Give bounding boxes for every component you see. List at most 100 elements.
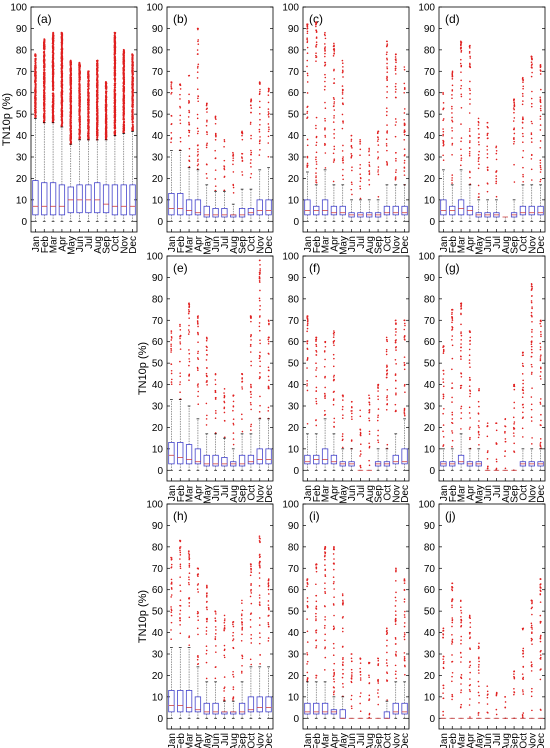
outlier-point (395, 160, 397, 162)
y-tick-label: 10 (152, 195, 164, 206)
outlier-point (267, 89, 270, 92)
outlier-point (403, 411, 406, 414)
outlier-point (123, 59, 125, 61)
outlier-point (342, 144, 344, 147)
outlier-point (61, 100, 64, 103)
outlier-point (403, 92, 405, 94)
outlier-point (324, 61, 327, 64)
outlier-point (451, 396, 453, 399)
outlier-point (315, 345, 318, 348)
outlier-point (267, 101, 270, 104)
box (185, 199, 193, 216)
outlier-point (513, 138, 515, 141)
outlier-point (43, 55, 46, 58)
outlier-point (368, 179, 370, 181)
outlier-point (477, 158, 480, 160)
outlier-point (359, 167, 361, 170)
outlier-point (376, 419, 379, 422)
outlier-point (87, 107, 90, 110)
outlier-point (359, 173, 361, 176)
x-tick-label: Nov (391, 485, 402, 503)
outlier-point (368, 161, 371, 164)
outlier-point (377, 151, 379, 153)
outlier-point (368, 446, 371, 449)
outlier-point (306, 59, 309, 62)
outlier-point (530, 97, 533, 100)
x-tick-label: Sep (374, 485, 385, 503)
outlier-point (206, 144, 208, 146)
outlier-point (341, 174, 344, 177)
outlier-point (259, 289, 261, 292)
outlier-point (60, 36, 63, 39)
y-tick-label: 10 (424, 444, 436, 455)
outlier-point (333, 53, 335, 55)
outlier-point (241, 386, 243, 388)
outlier-point (250, 100, 252, 102)
outlier-point (394, 379, 397, 382)
outlier-point (258, 131, 261, 133)
outlier-point (70, 107, 72, 110)
y-tick-label: 10 (288, 444, 300, 455)
outlier-point (52, 46, 54, 49)
y-tick-label: 10 (152, 444, 164, 455)
outlier-point (96, 119, 99, 122)
outlier-point (315, 41, 318, 44)
outlier-point (521, 156, 524, 159)
outlier-point (377, 439, 379, 441)
outlier-point (377, 171, 379, 173)
outlier-point (522, 173, 524, 176)
outlier-point (539, 159, 542, 162)
outlier-point (78, 99, 81, 102)
outlier-point (179, 372, 181, 374)
outlier-point (258, 128, 261, 131)
outlier-point (96, 125, 99, 128)
outlier-point (258, 281, 261, 283)
outlier-point (306, 92, 309, 94)
outlier-point (333, 48, 336, 51)
outlier-point (451, 315, 453, 318)
outlier-point (132, 88, 134, 91)
outlier-point (332, 45, 335, 48)
box (212, 454, 219, 467)
outlier-point (306, 156, 309, 159)
outlier-point (206, 354, 208, 356)
outlier-point (232, 163, 234, 166)
outlier-point (197, 97, 199, 100)
outlier-point (359, 429, 362, 431)
outlier-point (403, 68, 406, 71)
box (457, 199, 465, 216)
outlier-point (315, 136, 318, 139)
outlier-point (315, 160, 318, 163)
x-tick-label: Jan (167, 236, 178, 252)
outlier-point (468, 87, 471, 90)
outlier-point (403, 148, 406, 150)
box (383, 205, 391, 216)
outlier-point (333, 98, 335, 100)
outlier-point (170, 347, 172, 350)
outlier-point (61, 121, 64, 124)
outlier-point (394, 373, 397, 375)
box (238, 208, 246, 218)
outlier-point (78, 88, 81, 90)
outlier-point (315, 369, 317, 371)
box (247, 454, 255, 465)
outlier-point (324, 376, 326, 379)
outlier-point (468, 45, 471, 47)
outlier-point (197, 386, 199, 388)
outlier-point (333, 68, 335, 71)
outlier-point (530, 153, 533, 156)
outlier-point (206, 120, 208, 123)
y-tick-label: 0 (429, 217, 435, 228)
outlier-point (478, 196, 480, 198)
outlier-point (197, 65, 199, 68)
outlier-point (179, 119, 181, 121)
outlier-point (495, 170, 498, 173)
outlier-point (96, 70, 99, 73)
outlier-point (78, 94, 81, 97)
outlier-point (87, 80, 90, 83)
outlier-point (306, 330, 308, 333)
outlier-point (170, 114, 173, 117)
outlier-point (333, 105, 335, 107)
y-tick-label: 30 (152, 402, 164, 413)
x-tick-label: Nov (255, 236, 266, 254)
